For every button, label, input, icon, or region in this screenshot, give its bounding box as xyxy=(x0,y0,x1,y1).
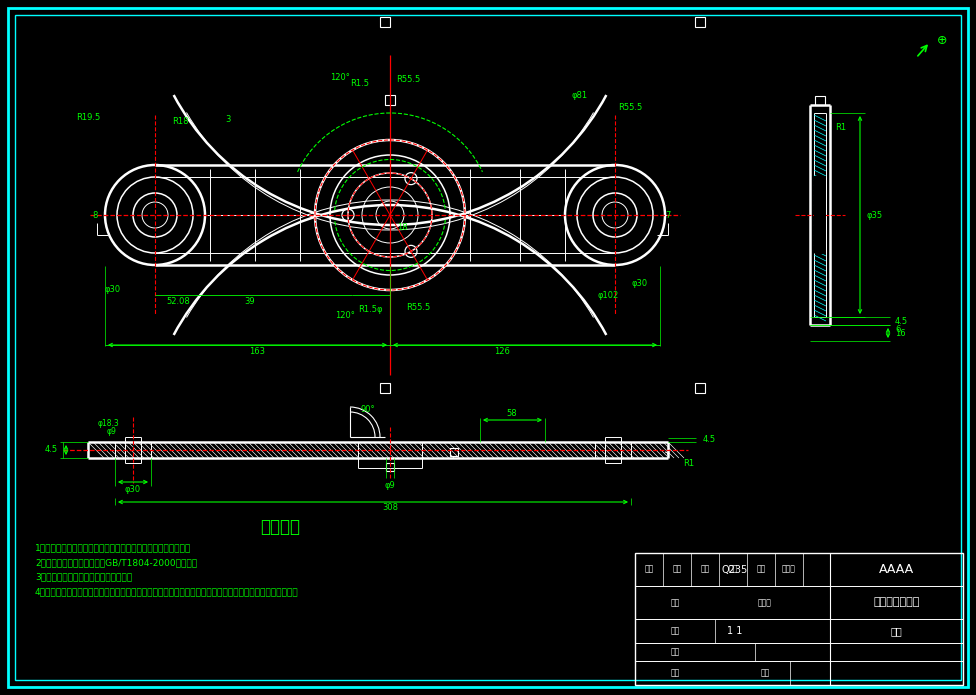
Text: 3、加工后的零件不允许有毛刺、飞边。: 3、加工后的零件不允许有毛刺、飞边。 xyxy=(35,573,132,582)
Text: 4.5: 4.5 xyxy=(45,445,58,455)
Text: 文件: 文件 xyxy=(728,564,738,573)
Text: 年月日: 年月日 xyxy=(782,564,796,573)
Text: φ9: φ9 xyxy=(107,427,117,436)
Text: 图号: 图号 xyxy=(891,626,903,636)
Text: φ35: φ35 xyxy=(867,211,883,220)
Text: 技术要求: 技术要求 xyxy=(260,518,300,536)
Text: R55.5: R55.5 xyxy=(406,302,430,311)
Bar xyxy=(450,448,458,456)
Text: R1.5: R1.5 xyxy=(350,79,370,88)
Bar xyxy=(814,177,826,253)
Text: φ102: φ102 xyxy=(597,291,619,300)
Text: 签名: 签名 xyxy=(756,564,765,573)
Text: 更改: 更改 xyxy=(672,564,681,573)
Text: φ18.3: φ18.3 xyxy=(98,420,119,429)
Text: 4.5: 4.5 xyxy=(895,316,908,325)
Text: R1: R1 xyxy=(835,122,846,131)
Text: 126: 126 xyxy=(494,348,509,357)
Text: φ30: φ30 xyxy=(631,279,648,288)
Text: 日期: 日期 xyxy=(671,669,679,678)
Bar xyxy=(380,17,390,27)
Bar xyxy=(695,383,705,393)
Text: φ9: φ9 xyxy=(385,482,395,491)
Text: 涅盘电机固定板: 涅盘电机固定板 xyxy=(874,598,919,607)
Text: 设计: 设计 xyxy=(671,598,679,607)
Text: R19.5: R19.5 xyxy=(76,113,101,122)
Bar xyxy=(380,383,390,393)
Text: R1.5φ: R1.5φ xyxy=(358,306,383,315)
Text: 308: 308 xyxy=(382,503,398,512)
Text: 8: 8 xyxy=(93,211,98,220)
Text: 批准: 批准 xyxy=(671,648,679,657)
Text: 120°: 120° xyxy=(330,74,350,83)
Text: 标记: 标记 xyxy=(701,564,710,573)
Bar xyxy=(385,95,395,105)
Text: 标准化: 标准化 xyxy=(758,598,772,607)
Text: 52.08: 52.08 xyxy=(166,297,190,306)
Text: φ30: φ30 xyxy=(125,486,142,495)
Text: 120°: 120° xyxy=(335,311,355,320)
Text: 39: 39 xyxy=(245,297,256,306)
Text: φ81: φ81 xyxy=(572,90,589,99)
Text: 16: 16 xyxy=(895,329,906,338)
Text: 阶段: 阶段 xyxy=(760,669,770,678)
Bar xyxy=(635,553,963,685)
Text: 3: 3 xyxy=(225,115,230,124)
Text: 6: 6 xyxy=(895,325,901,334)
Text: 7: 7 xyxy=(666,211,671,220)
Bar xyxy=(695,17,705,27)
Text: R18: R18 xyxy=(172,117,188,126)
Text: 4.5: 4.5 xyxy=(703,436,716,445)
Text: 18: 18 xyxy=(396,222,407,231)
Text: 1 1: 1 1 xyxy=(727,626,743,636)
Text: 审核: 审核 xyxy=(671,626,679,635)
Text: ⊕: ⊕ xyxy=(937,33,948,47)
Text: 58: 58 xyxy=(507,409,517,418)
Text: AAAA: AAAA xyxy=(879,563,915,576)
Text: 90°: 90° xyxy=(361,405,376,414)
Text: φ30: φ30 xyxy=(105,286,121,295)
Text: 2、未注线性尺寸公差应符合GB/T1804-2000的要求。: 2、未注线性尺寸公差应符合GB/T1804-2000的要求。 xyxy=(35,559,197,568)
Bar xyxy=(386,463,394,471)
Text: R55.5: R55.5 xyxy=(618,104,642,113)
Text: R55.5: R55.5 xyxy=(396,76,420,85)
Text: Q235: Q235 xyxy=(722,564,749,575)
Text: 1、零件加工表面上，不应有划痕、擦伤等损伤零件表面的缺陷。: 1、零件加工表面上，不应有划痕、擦伤等损伤零件表面的缺陷。 xyxy=(35,543,191,553)
Text: 4、所有需要进行涂装的钉铁制件表面在涂漆前，必须将铁锈、氧化皮、油脂、灰尘、泥土、盐和污物等除去。: 4、所有需要进行涂装的钉铁制件表面在涂漆前，必须将铁锈、氧化皮、油脂、灰尘、泥土… xyxy=(35,587,299,596)
Text: 处数: 处数 xyxy=(644,564,654,573)
Text: 163: 163 xyxy=(249,348,265,357)
Text: R1: R1 xyxy=(683,459,694,468)
Bar xyxy=(815,96,825,105)
